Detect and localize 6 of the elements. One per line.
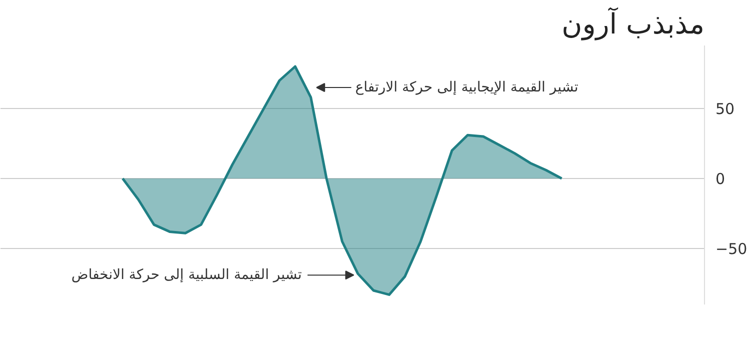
- annotation: تشير القيمة السلبية إلى حركة الانخفاض: [71, 267, 302, 284]
- annotation: تشير القيمة الإيجابية إلى حركة الارتفاع: [355, 80, 578, 96]
- y-tick-label: 0: [716, 170, 726, 188]
- y-tick-label: 50: [716, 100, 735, 118]
- y-tick-label: −50: [716, 240, 748, 258]
- text: مذبذب آرون: [562, 6, 705, 40]
